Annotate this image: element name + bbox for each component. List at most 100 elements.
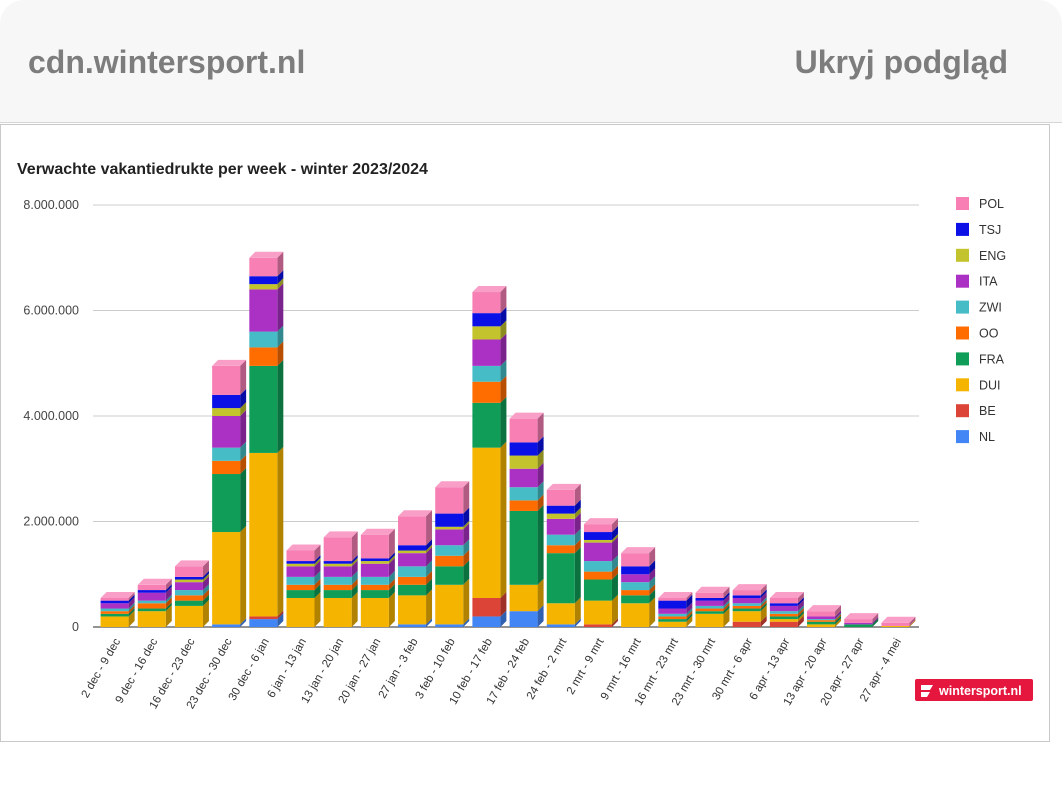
bar-segment-ita [769,605,798,612]
bar-side-tsj [314,555,321,564]
legend-label-pol: POL [979,197,1004,211]
bar-segment-dui [137,611,166,627]
bar-side-oo [574,539,581,554]
bar-side-be [797,615,804,627]
bar-segment-zwi [695,605,724,609]
bar-side-oo [314,578,321,591]
bar-segment-pol [212,365,241,395]
bar-segment-ita [323,566,352,577]
bar-segment-oo [137,603,166,609]
bar-segment-tsj [546,505,575,514]
bar-segment-tsj [732,595,761,598]
legend-swatch-nl [956,430,969,444]
bar-side-pol [760,584,767,596]
bar-segment-oo [769,613,798,617]
bar-side-dui [760,605,767,622]
bar-segment-dui [100,616,129,627]
bar-side-pol [872,613,879,623]
bar-side-dui [277,446,284,617]
bar-side-tsj [165,584,172,593]
legend-label-nl: NL [979,430,995,444]
legend-swatch-zwi [956,300,969,314]
bar-side-fra [351,584,358,598]
bar-top [137,578,172,585]
bar-side-zwi [686,607,693,617]
bar-top [732,584,767,591]
bar-segment-nl [472,616,501,627]
bar-segment-dui [509,584,538,612]
bar-side-pol [797,591,804,604]
bar-side-dui [835,618,842,627]
bar-side-dui [463,578,470,625]
bar-top [621,547,656,554]
bar-segment-pol [695,592,724,598]
bar-segment-fra [583,579,612,601]
bar-top [546,483,581,490]
bar-segment-fra [360,590,389,598]
bar-segment-zwi [658,613,687,617]
bar-side-tsj [463,507,470,527]
bar-side-ita [500,333,507,366]
bar-top [807,605,842,612]
bar-side-nl [574,618,581,627]
bar-side-oo [165,597,172,609]
bar-side-dui [686,615,693,627]
x-tick-label: 27 apr - 4 mei [858,637,904,704]
bar-segment-ita [583,542,612,562]
bar-side-dui [537,578,544,612]
bar-segment-dui [583,600,612,625]
bar-segment-tsj [323,561,352,564]
bar-side-zwi [240,441,247,461]
bar-side-pol [426,510,433,546]
bar-side-tsj [574,499,581,514]
bar-side-pol [314,544,321,562]
bar-side-pol [165,578,172,591]
bar-side-ita [723,594,730,606]
bar-side-fra [165,602,172,612]
bar-side-pol [835,605,842,617]
x-tick-label: 6 jan - 13 jan [265,637,309,701]
bar-segment-nl [249,619,278,627]
bar-segment-fra [621,595,650,604]
bar-segment-eng [546,513,575,519]
bar-side-zwi [574,528,581,546]
bar-side-zwi [351,570,358,585]
x-tick-label: 2 dec - 9 dec [80,636,124,700]
bar-side-fra [537,504,544,585]
bar-side-be [760,615,767,627]
bar-side-oo [686,610,693,620]
bar-segment-zwi [435,545,464,556]
bar-segment-oo [472,381,501,403]
bar-segment-tsj [137,590,166,593]
bar-segment-nl [509,611,538,627]
bar-side-pol [277,251,284,277]
legend-label-zwi: ZWI [979,301,1002,315]
bar-segment-ita [807,616,836,620]
bar-side-fra [463,560,470,585]
bar-top [695,586,730,593]
bar-side-zwi [388,570,395,585]
bar-side-tsj [500,307,507,327]
legend-label-tsj: TSJ [979,223,1001,237]
logo-background [915,679,1033,701]
bar-side-dui [797,613,804,622]
bar-top [212,359,247,366]
bar-segment-eng [286,563,315,567]
bar-segment-pol [435,487,464,514]
bar-side-dui [165,605,172,627]
bar-side-oo [463,549,470,567]
bar-segment-dui [658,621,687,627]
bar-side-zwi [835,613,842,621]
bar-segment-pol [844,619,873,623]
hide-preview-button[interactable]: Ukryj podgląd [794,44,1008,80]
bar-side-pol [128,591,135,601]
bar-side-zwi [723,599,730,609]
bar-side-ita [537,462,544,488]
bar-segment-be [769,621,798,627]
bar-side-ita [760,591,767,604]
bar-segment-dui [472,447,501,598]
bar-side-oo [277,341,284,366]
bar-side-pol [240,359,247,395]
bar-side-zwi [277,325,284,348]
bar-segment-dui [695,613,724,627]
